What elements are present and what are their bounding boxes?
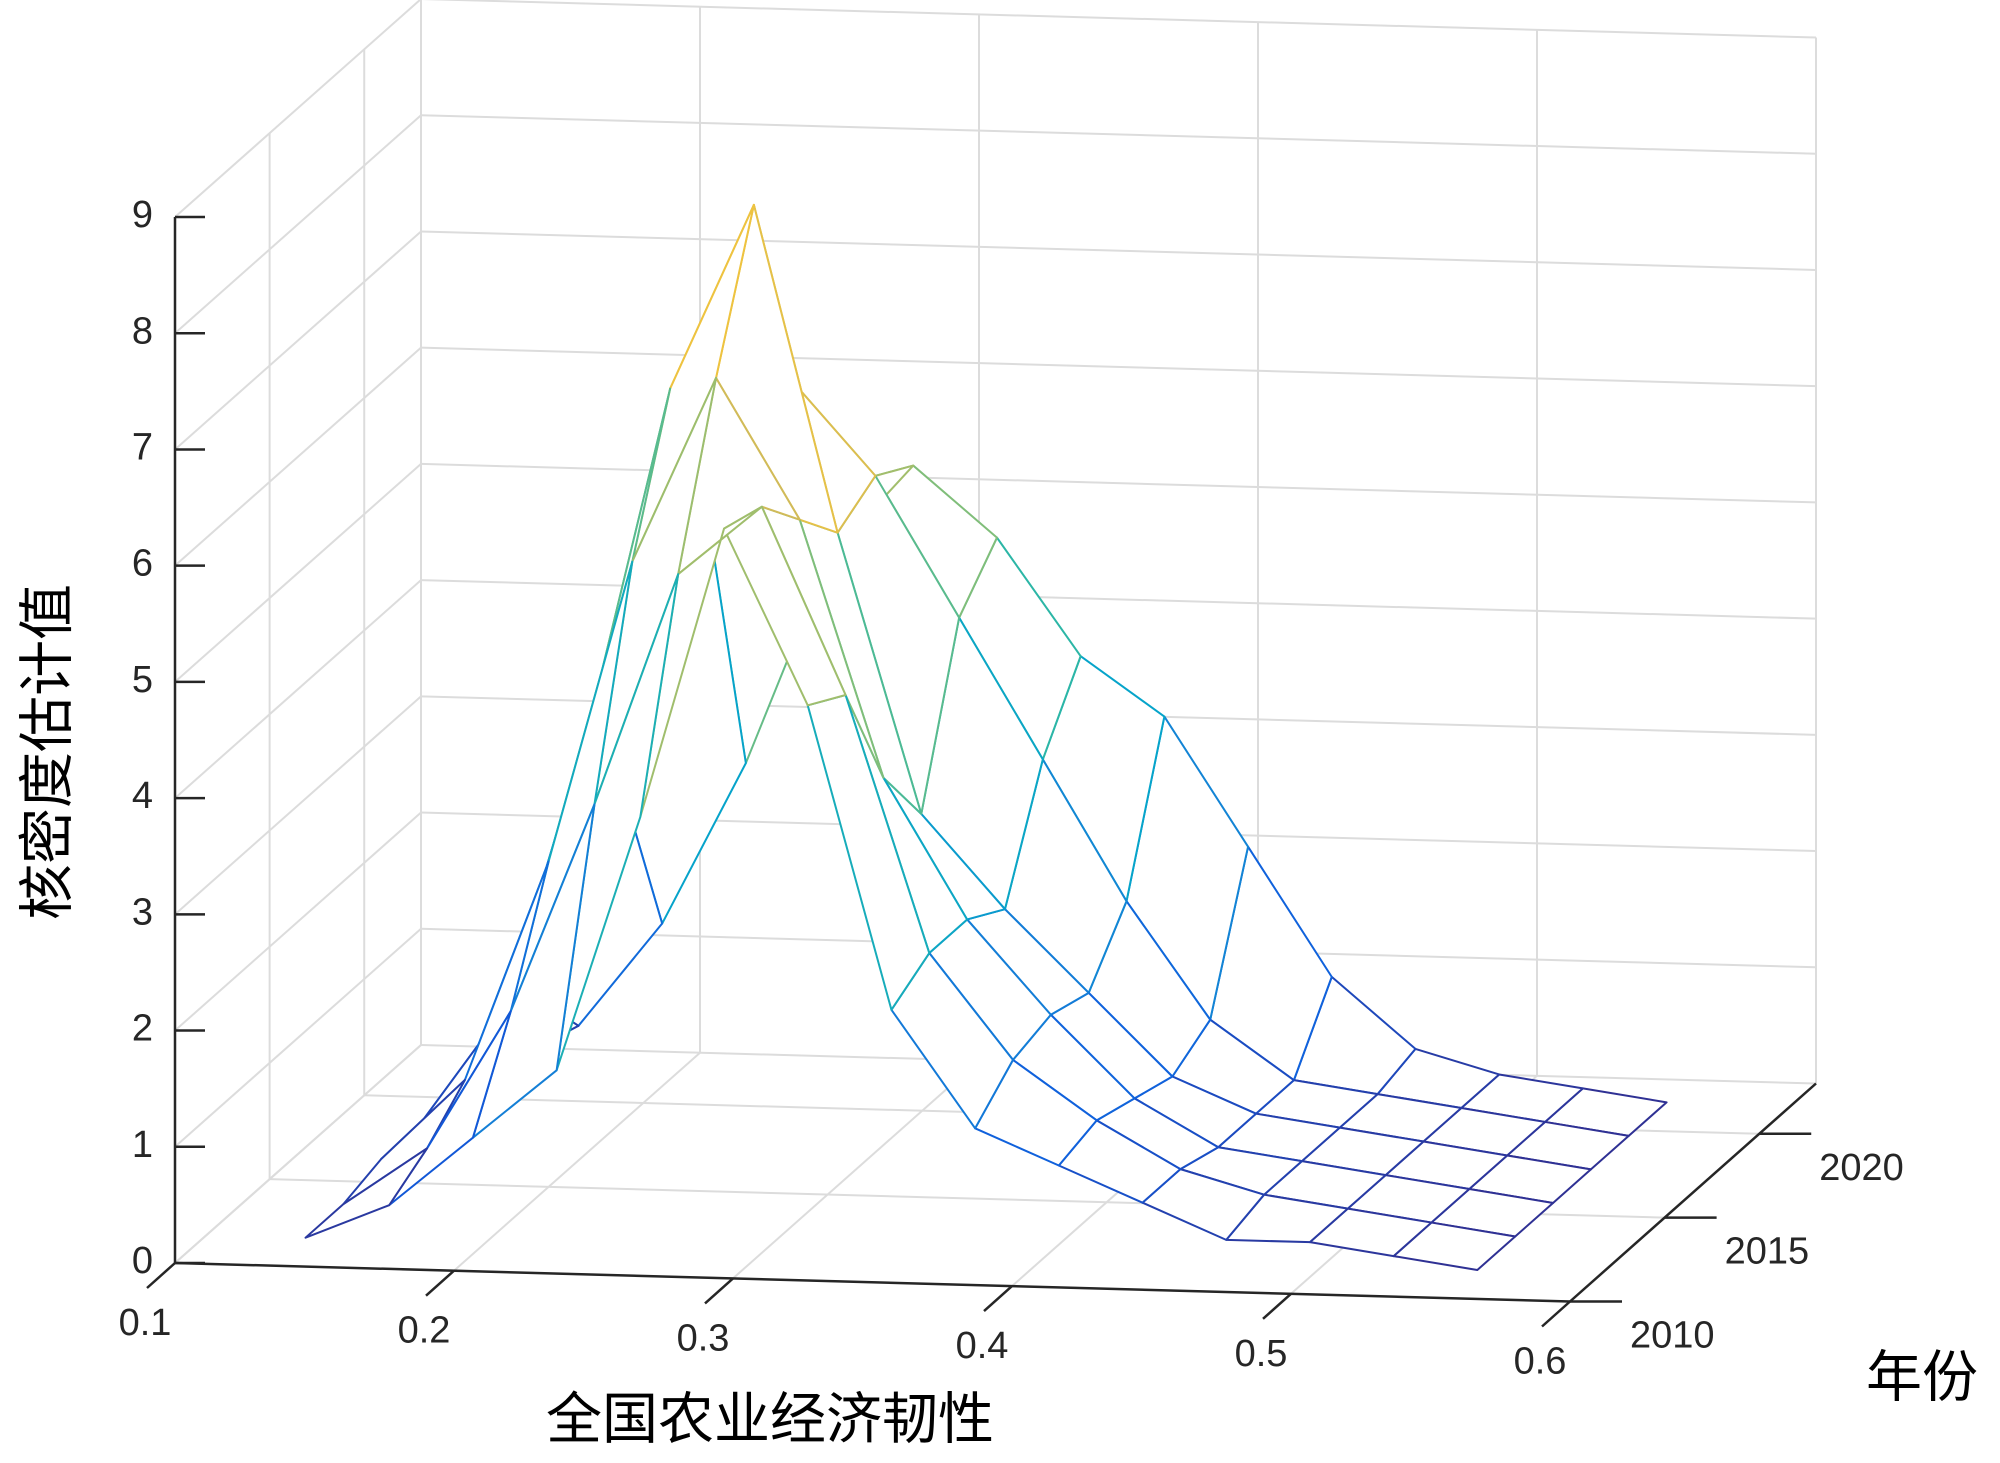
tick	[704, 1277, 734, 1305]
z-tick-label: 6	[132, 543, 153, 585]
grid-line	[420, 462, 1817, 504]
grid-line	[174, 346, 422, 567]
z-tick-label: 5	[132, 659, 153, 701]
grid-line	[174, 928, 422, 1148]
z-tick-label: 2	[132, 1008, 153, 1050]
y-tick-label: 2015	[1725, 1231, 1810, 1273]
tick	[425, 1269, 455, 1297]
grid-line	[174, 0, 422, 218]
grid-line	[453, 1051, 701, 1272]
grid-line	[420, 0, 1817, 39]
z-tick-label: 9	[132, 194, 153, 236]
z-tick-label: 0	[132, 1240, 153, 1282]
x-tick-label: 0.5	[1235, 1333, 1288, 1375]
x-tick-label: 0.3	[677, 1317, 730, 1359]
z-tick-label: 1	[132, 1124, 153, 1166]
grid-line	[420, 114, 1817, 155]
tick	[983, 1285, 1013, 1313]
grid-line	[174, 579, 422, 799]
x-tick-label: 0.4	[956, 1325, 1009, 1367]
z-axis-title: 核密度估计值	[16, 584, 81, 920]
z-tick-label: 8	[132, 310, 153, 352]
grid-line	[174, 114, 422, 334]
x-axis-title: 全国农业经济韧性	[546, 1388, 994, 1453]
grid-line	[174, 230, 422, 451]
tick	[1541, 1300, 1571, 1328]
z-tick-label: 3	[132, 891, 153, 933]
x-tick-label: 0.6	[1514, 1341, 1567, 1383]
grid-line	[174, 695, 422, 916]
grid-line	[174, 1044, 422, 1264]
grid-line	[420, 230, 1817, 271]
x-axis	[174, 1261, 1571, 1303]
x-tick-label: 0.1	[119, 1302, 172, 1344]
grid-line	[732, 1059, 980, 1280]
y-axis-title: 年份	[1866, 1346, 1978, 1411]
y-axis	[1569, 1082, 1817, 1303]
grid-line	[420, 346, 1817, 388]
grid-line	[174, 811, 422, 1032]
z-tick-label: 4	[132, 775, 153, 817]
tick	[146, 1262, 176, 1289]
z-tick-label: 7	[132, 426, 153, 468]
x-tick-label: 0.2	[398, 1310, 451, 1352]
y-tick-label: 2010	[1630, 1315, 1715, 1357]
grid-line	[174, 463, 422, 683]
mesh-cell	[304, 1147, 429, 1239]
y-tick-label: 2020	[1819, 1147, 1904, 1189]
tick	[1262, 1292, 1292, 1320]
